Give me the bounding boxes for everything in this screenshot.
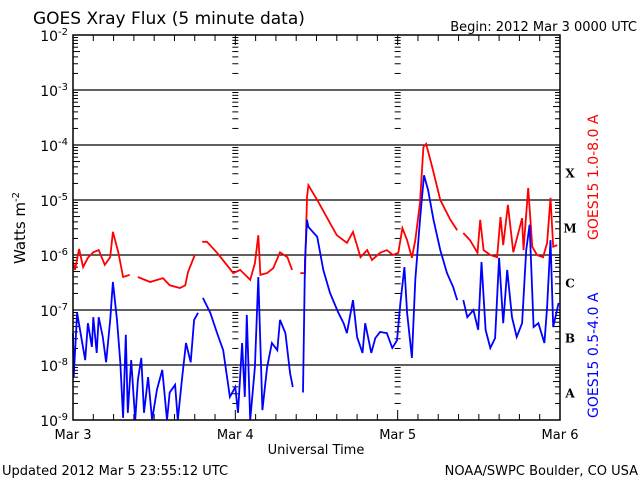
series-long-line: [137, 254, 196, 289]
plot-frame: [72, 34, 561, 421]
gridlines: [73, 89, 560, 366]
y-tick-label: 10-2: [40, 27, 68, 45]
series-short-line: [72, 281, 199, 421]
series-long-line: [300, 141, 458, 275]
flare-class-label: C: [565, 277, 575, 291]
x-tick-label: Mar 6: [542, 428, 579, 443]
series-short-line: [462, 224, 560, 351]
x-tick-label: Mar 5: [379, 428, 416, 443]
y-tick-label: 10-9: [40, 412, 68, 430]
y-tick-labels: 10-2 10-3 10-4 10-5 10-6 10-7 10-8 10-9: [40, 27, 68, 430]
series-short-line: [202, 276, 294, 421]
y-axis-label: Watts m-2: [11, 192, 29, 264]
series-long-line: [462, 187, 558, 259]
flare-class-label: B: [565, 332, 575, 346]
begin-label: Begin: 2012 Mar 3 0000 UTC: [450, 20, 637, 35]
series-long-line: [72, 231, 131, 279]
series-long-line: [202, 235, 293, 282]
flare-class-label: A: [564, 387, 575, 401]
y-tick-label: 10-4: [40, 137, 68, 155]
updated-timestamp: Updated 2012 Mar 5 23:55:12 UTC: [2, 464, 228, 479]
axis-ticks: [72, 35, 561, 420]
flare-class-label: X: [565, 167, 575, 181]
y-tick-label: 10-8: [40, 357, 68, 375]
legend-long-channel: GOES15 1.0-8.0 A: [586, 114, 602, 240]
flare-class-labels: X M C B A: [563, 167, 576, 401]
y-tick-label: 10-3: [40, 82, 68, 100]
y-tick-label: 10-7: [40, 302, 68, 320]
x-tick-labels: Mar 3 Mar 4 Mar 5 Mar 6: [55, 428, 579, 443]
x-axis-label: Universal Time: [268, 443, 365, 458]
y-tick-label: 10-5: [40, 192, 68, 210]
y-tick-label: 10-6: [40, 247, 68, 265]
chart-title: GOES Xray Flux (5 minute data): [33, 9, 305, 29]
legend-short-channel: GOES15 0.5-4.0 A: [586, 292, 602, 418]
series-short-line: [302, 175, 459, 393]
credit-label: NOAA/SWPC Boulder, CO USA: [445, 464, 638, 479]
x-tick-label: Mar 3: [55, 428, 92, 443]
x-tick-label: Mar 4: [217, 428, 254, 443]
flare-class-label: M: [563, 222, 576, 236]
series-group: [72, 141, 560, 421]
